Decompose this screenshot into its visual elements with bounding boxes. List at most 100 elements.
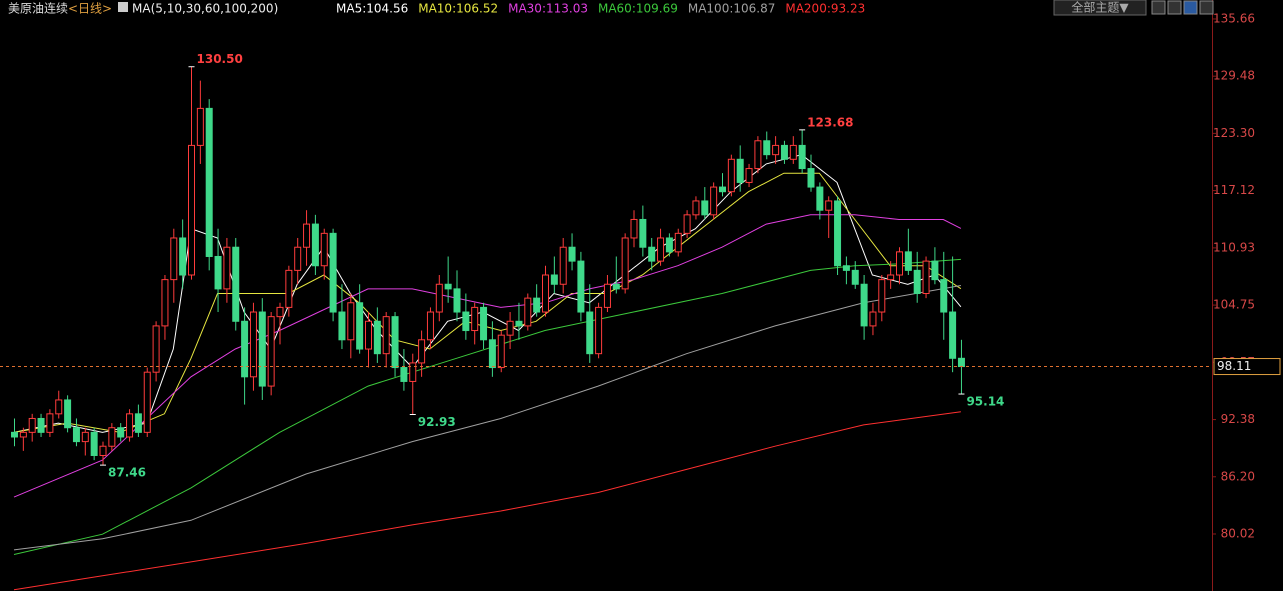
candle-body (586, 311, 594, 355)
candle-body (108, 427, 116, 447)
candle-body (19, 431, 27, 438)
candle-body (267, 316, 275, 387)
candle-body (869, 311, 877, 327)
candle-body (621, 237, 629, 290)
candle-body (860, 283, 868, 327)
tool-icon[interactable] (1183, 0, 1198, 15)
candle-body (99, 445, 107, 456)
y-tick-label: 110.93 (1213, 240, 1255, 254)
candle-body (143, 371, 151, 433)
candle-body (72, 427, 80, 443)
candle-body (745, 168, 753, 183)
candle-body (356, 302, 364, 350)
candle-body (754, 140, 762, 170)
title: 美原油连续 (8, 1, 68, 16)
extreme-label: 92.93 (418, 415, 456, 429)
candle-body (117, 427, 125, 438)
candle-body (462, 311, 470, 332)
candle-body (719, 186, 726, 193)
candle-body (294, 246, 302, 271)
candle-body (851, 269, 859, 285)
candle-body (533, 297, 541, 313)
candle-body (922, 260, 930, 295)
candle-body (161, 279, 169, 327)
y-tick-label: 80.02 (1221, 526, 1255, 540)
y-tick-label: 117.12 (1213, 183, 1255, 197)
legend-entry: MA5:104.56 (336, 2, 408, 16)
legend-entry: MA10:106.52 (418, 2, 498, 16)
candle-body (648, 246, 656, 262)
candle-body (506, 320, 514, 336)
candle-body (418, 339, 426, 364)
candle-body (488, 339, 496, 369)
candle-body (674, 232, 682, 253)
candle-body (807, 168, 815, 188)
candle-body (497, 334, 505, 369)
candle-body (710, 186, 718, 216)
candle-body (603, 283, 611, 308)
candle-body (798, 144, 806, 170)
candle-body (480, 306, 488, 341)
candle-body (373, 320, 381, 355)
candle-body (453, 288, 461, 313)
candle-body (232, 246, 240, 322)
candle-body (223, 246, 231, 290)
candle-body (896, 251, 903, 276)
theme-button[interactable] (1053, 0, 1147, 16)
candle-body (665, 237, 673, 253)
theme-button-label[interactable]: 全部主题▼ (1071, 0, 1129, 15)
icon[interactable] (118, 2, 128, 12)
candle-body (957, 357, 965, 368)
ma-line (13, 285, 961, 551)
legend-entry: MA30:113.03 (508, 2, 588, 16)
y-tick-label: 92.38 (1221, 412, 1255, 426)
candle-body (152, 325, 160, 373)
y-tick-label: 86.20 (1221, 469, 1255, 483)
candle-body (81, 431, 89, 443)
tool-icon[interactable] (1167, 0, 1182, 15)
period: <日线> (68, 2, 112, 16)
legend-entry: MA60:109.69 (598, 2, 678, 16)
candle-body (90, 431, 98, 456)
candle-body (736, 158, 744, 183)
candle-body (542, 274, 549, 313)
candle-body (559, 246, 567, 285)
candle-body (878, 279, 886, 313)
ma-title: MA(5,10,30,60,100,200) (132, 2, 278, 16)
candle-body (285, 269, 293, 308)
candle-body (577, 260, 585, 313)
legend-entry: MA100:106.87 (688, 2, 776, 16)
extreme-label: 130.50 (197, 52, 243, 66)
candle-body (931, 260, 939, 281)
candle-body (763, 140, 771, 156)
candle-body (365, 320, 372, 350)
candle-body (329, 232, 337, 313)
candle-body (639, 218, 647, 248)
candle-body (780, 144, 788, 160)
candle-body (276, 306, 284, 318)
tool-icon[interactable] (1151, 0, 1166, 15)
candle-body (179, 237, 187, 276)
candle-body (887, 274, 895, 281)
candle-body (258, 311, 266, 387)
candle-body (701, 200, 709, 216)
candle-body (550, 274, 558, 285)
legend-entry: MA200:93.23 (785, 2, 865, 16)
candle-body (727, 158, 735, 193)
candle-body (126, 413, 134, 438)
candle-body (28, 417, 36, 433)
candle-body (471, 306, 479, 332)
candle-body (188, 144, 195, 276)
candle-body (568, 246, 576, 262)
candle-body (834, 200, 842, 267)
candle-body (409, 362, 417, 382)
candle-body (515, 320, 523, 327)
candle-body (913, 269, 921, 295)
candle-body (842, 265, 850, 271)
candle-body (400, 367, 408, 382)
tool-icon[interactable] (1199, 0, 1214, 15)
candle-body (949, 311, 957, 359)
candle-body (64, 399, 72, 429)
